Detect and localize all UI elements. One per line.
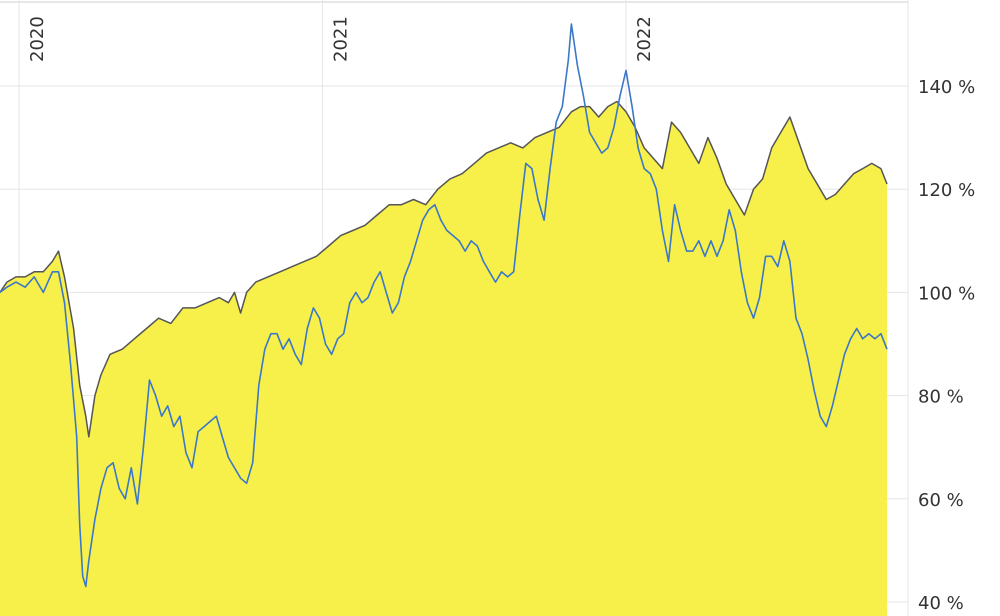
x-year-label: 2020: [27, 16, 48, 62]
y-axis: 140 % 120 % 100 % 80 % 60 % 40 %: [918, 77, 975, 614]
x-axis: 2020 2021 2022: [27, 16, 655, 62]
area-series-fill: [0, 101, 888, 616]
x-year-label: 2021: [331, 16, 352, 62]
y-tick-label: 120 %: [918, 180, 975, 201]
y-tick-label: 140 %: [918, 77, 975, 98]
y-tick-label: 80 %: [918, 387, 964, 408]
area-series-line: [0, 100, 888, 438]
y-tick-label: 60 %: [918, 490, 964, 511]
y-tick-label: 100 %: [918, 283, 975, 304]
y-tick-label: 40 %: [918, 593, 964, 614]
x-year-label: 2022: [634, 16, 655, 62]
comparison-series-line: [0, 23, 888, 588]
